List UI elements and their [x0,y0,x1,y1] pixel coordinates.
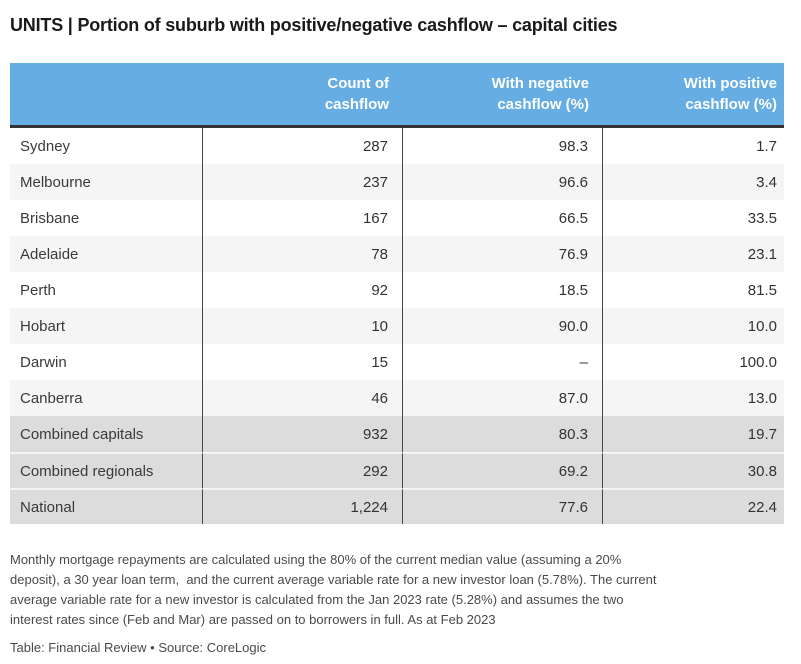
count-cell: 932 [203,416,403,452]
table-row: Adelaide 78 76.9 23.1 [10,236,784,272]
negative-cashflow-cell: 77.6 [403,488,603,524]
row-label: Melbourne [10,164,203,200]
negative-cashflow-cell: 90.0 [403,308,603,344]
positive-cashflow-cell: 33.5 [603,200,784,236]
negative-cashflow-cell: – [403,344,603,380]
positive-cashflow-cell: 3.4 [603,164,784,200]
header-cell-label [10,63,203,128]
positive-cashflow-cell: 100.0 [603,344,784,380]
table-row: Darwin 15 – 100.0 [10,344,784,380]
count-cell: 15 [203,344,403,380]
row-label: Adelaide [10,236,203,272]
header-row: Count of cashflow With negative cashflow… [10,63,784,128]
header-cell-positive: With positive cashflow (%) [603,63,784,128]
positive-cashflow-cell: 19.7 [603,416,784,452]
table-row: Perth 92 18.5 81.5 [10,272,784,308]
table-body: Sydney 287 98.3 1.7 Melbourne 237 96.6 3… [10,128,784,524]
row-label: Brisbane [10,200,203,236]
table-row: Brisbane 167 66.5 33.5 [10,200,784,236]
table-header: Count of cashflow With negative cashflow… [10,63,784,128]
count-cell: 92 [203,272,403,308]
row-label: Darwin [10,344,203,380]
negative-cashflow-cell: 69.2 [403,452,603,488]
positive-cashflow-cell: 81.5 [603,272,784,308]
cashflow-table: Count of cashflow With negative cashflow… [10,63,784,524]
table-row: Combined regionals 292 69.2 30.8 [10,452,784,488]
source-attribution: Table: Financial Review • Source: CoreLo… [10,640,267,655]
row-label: Combined regionals [10,452,203,488]
negative-cashflow-cell: 66.5 [403,200,603,236]
positive-cashflow-cell: 22.4 [603,488,784,524]
header-cell-count: Count of cashflow [203,63,403,128]
negative-cashflow-cell: 87.0 [403,380,603,416]
table-row: National 1,224 77.6 22.4 [10,488,784,524]
positive-cashflow-cell: 10.0 [603,308,784,344]
table-row: Sydney 287 98.3 1.7 [10,128,784,164]
negative-cashflow-cell: 18.5 [403,272,603,308]
row-label: Combined capitals [10,416,203,452]
count-cell: 10 [203,308,403,344]
count-cell: 167 [203,200,403,236]
count-cell: 292 [203,452,403,488]
negative-cashflow-cell: 98.3 [403,128,603,164]
row-label: National [10,488,203,524]
table-row: Hobart 10 90.0 10.0 [10,308,784,344]
positive-cashflow-cell: 23.1 [603,236,784,272]
row-label: Sydney [10,128,203,164]
count-cell: 287 [203,128,403,164]
count-cell: 237 [203,164,403,200]
negative-cashflow-cell: 80.3 [403,416,603,452]
table-row: Melbourne 237 96.6 3.4 [10,164,784,200]
page-title: UNITS | Portion of suburb with positive/… [10,15,618,35]
negative-cashflow-cell: 76.9 [403,236,603,272]
row-label: Hobart [10,308,203,344]
count-cell: 46 [203,380,403,416]
row-label: Canberra [10,380,203,416]
positive-cashflow-cell: 30.8 [603,452,784,488]
table-row: Canberra 46 87.0 13.0 [10,380,784,416]
negative-cashflow-cell: 96.6 [403,164,603,200]
table-row: Combined capitals 932 80.3 19.7 [10,416,784,452]
positive-cashflow-cell: 13.0 [603,380,784,416]
footnote-text: Monthly mortgage repayments are calculat… [10,552,657,627]
row-label: Perth [10,272,203,308]
positive-cashflow-cell: 1.7 [603,128,784,164]
count-cell: 1,224 [203,488,403,524]
count-cell: 78 [203,236,403,272]
header-cell-negative: With negative cashflow (%) [403,63,603,128]
